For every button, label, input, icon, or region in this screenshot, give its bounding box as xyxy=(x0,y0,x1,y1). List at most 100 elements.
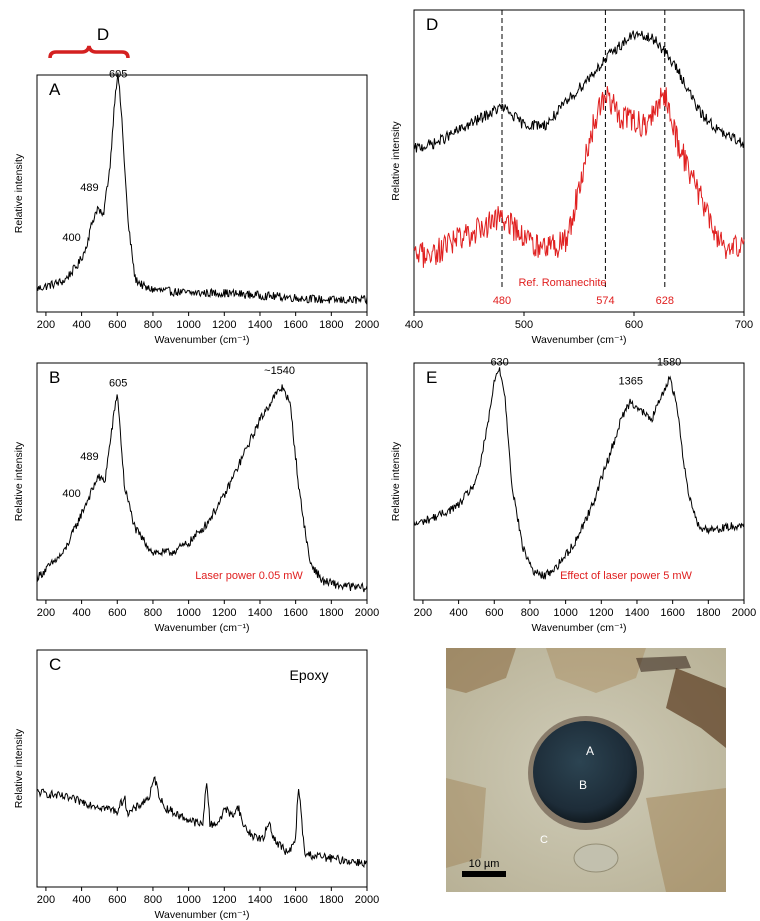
x-axis-label: Wavenumber (cm⁻¹) xyxy=(155,622,250,634)
x-tick-label: 400 xyxy=(72,894,90,906)
peak-label: 489 xyxy=(80,182,98,194)
reference-line-label: 574 xyxy=(596,295,614,307)
x-tick-label: 400 xyxy=(72,607,90,619)
peak-label: 605 xyxy=(109,378,127,390)
y-axis-label: Relative intensity xyxy=(13,441,25,521)
x-tick-label: 1400 xyxy=(248,607,272,619)
x-tick-label: 800 xyxy=(144,894,162,906)
panel-note: Epoxy xyxy=(290,667,329,683)
x-tick-label: 200 xyxy=(37,894,55,906)
scale-bar-label: 10 µm xyxy=(469,858,500,870)
x-tick-label: 1200 xyxy=(212,319,236,331)
reference-line-label: 480 xyxy=(493,295,511,307)
x-tick-label: 200 xyxy=(37,319,55,331)
x-tick-label: 400 xyxy=(449,607,467,619)
panel-note: Laser power 0.05 mW xyxy=(195,570,303,582)
x-tick-label: 700 xyxy=(735,319,753,331)
peak-label: ~1540 xyxy=(264,365,295,377)
debris-top xyxy=(546,648,646,693)
panel-note: Effect of laser power 5 mW xyxy=(560,570,692,582)
x-tick-label: 1400 xyxy=(625,607,649,619)
debris-left xyxy=(446,778,486,868)
x-tick-label: 1400 xyxy=(248,894,272,906)
plot-frame xyxy=(36,649,368,888)
x-tick-label: 600 xyxy=(108,319,126,331)
series-line xyxy=(413,30,745,153)
debris-right xyxy=(666,668,726,748)
series-line xyxy=(36,776,367,869)
panel-label: B xyxy=(49,368,60,387)
particle xyxy=(533,721,637,823)
peak-label: 630 xyxy=(490,356,508,368)
x-tick-label: 1000 xyxy=(176,607,200,619)
x-tick-label: 1600 xyxy=(660,607,684,619)
y-axis-label: Relative intensity xyxy=(13,728,25,808)
peak-label: 400 xyxy=(62,232,80,244)
x-tick-label: 1000 xyxy=(176,319,200,331)
peak-label: 400 xyxy=(62,488,80,500)
x-tick-label: 500 xyxy=(515,319,533,331)
panel-label: E xyxy=(426,368,437,387)
x-tick-label: 600 xyxy=(485,607,503,619)
reference-line-label: 628 xyxy=(656,295,674,307)
zoom-bracket-shape xyxy=(48,45,130,59)
peak-label: 1365 xyxy=(618,375,642,387)
x-tick-label: 1200 xyxy=(589,607,613,619)
peak-label: Ref. Romanechite xyxy=(518,277,606,289)
x-axis-label: Wavenumber (cm⁻¹) xyxy=(155,909,250,921)
x-tick-label: 1000 xyxy=(176,894,200,906)
x-tick-label: 800 xyxy=(144,607,162,619)
faint-cell xyxy=(573,843,619,873)
x-tick-label: 1800 xyxy=(319,319,343,331)
debris-streak xyxy=(636,656,691,672)
chart-panel-c: 200 400 600 800 1000 1200 1400 1600 1800 2000 Wave… xyxy=(13,649,379,921)
peak-label: 1580 xyxy=(657,356,681,368)
x-tick-label: 1800 xyxy=(319,607,343,619)
debris-bottom-right xyxy=(646,788,726,892)
zoom-bracket: D xyxy=(48,25,130,59)
x-tick-label: 800 xyxy=(521,607,539,619)
x-tick-label: 200 xyxy=(37,607,55,619)
x-tick-label: 600 xyxy=(108,894,126,906)
x-tick-label: 1600 xyxy=(283,607,307,619)
x-tick-label: 2000 xyxy=(355,607,379,619)
x-tick-label: 1600 xyxy=(283,319,307,331)
x-tick-label: 1400 xyxy=(248,319,272,331)
series-line xyxy=(36,72,368,305)
y-axis-label: Relative intensity xyxy=(390,441,402,521)
micrograph: A B C 10 µm xyxy=(446,648,726,892)
x-tick-label: 2000 xyxy=(732,607,756,619)
x-tick-label: 1800 xyxy=(319,894,343,906)
x-tick-label: 800 xyxy=(144,319,162,331)
chart-panel-d: 400 500 600 700 Wavenumber (cm⁻¹) Relative in… xyxy=(390,9,753,346)
x-tick-label: 2000 xyxy=(355,319,379,331)
chart-panel-e: 200 400 600 800 1000 1200 1400 1600 1800 2000 Wave… xyxy=(390,356,756,634)
y-axis-label: Relative intensity xyxy=(13,153,25,233)
scale-bar xyxy=(462,871,506,877)
zoom-bracket-label: D xyxy=(97,25,109,44)
panel-label: A xyxy=(49,80,61,99)
x-tick-label: 1600 xyxy=(283,894,307,906)
x-tick-label: 600 xyxy=(625,319,643,331)
x-axis-label: Wavenumber (cm⁻¹) xyxy=(532,622,627,634)
x-tick-label: 1000 xyxy=(553,607,577,619)
plot-frame xyxy=(413,9,745,313)
chart-panel-a: 200 400 600 800 1000 1200 1400 1600 1800 2000 Wave… xyxy=(13,68,379,346)
x-axis-label: Wavenumber (cm⁻¹) xyxy=(532,334,627,346)
x-tick-label: 1200 xyxy=(212,894,236,906)
x-tick-label: 1200 xyxy=(212,607,236,619)
panel-label: D xyxy=(426,15,438,34)
x-tick-label: 1800 xyxy=(696,607,720,619)
x-tick-label: 600 xyxy=(108,607,126,619)
plot-frame xyxy=(36,362,368,601)
x-tick-label: 400 xyxy=(72,319,90,331)
debris-top-left xyxy=(446,648,516,693)
micrograph-label-c: C xyxy=(540,834,548,846)
x-tick-label: 400 xyxy=(405,319,423,331)
x-tick-label: 200 xyxy=(414,607,432,619)
micrograph-label-b: B xyxy=(579,778,587,792)
plot-frame xyxy=(36,74,368,313)
series-line xyxy=(413,86,745,268)
panel-label: C xyxy=(49,655,61,674)
